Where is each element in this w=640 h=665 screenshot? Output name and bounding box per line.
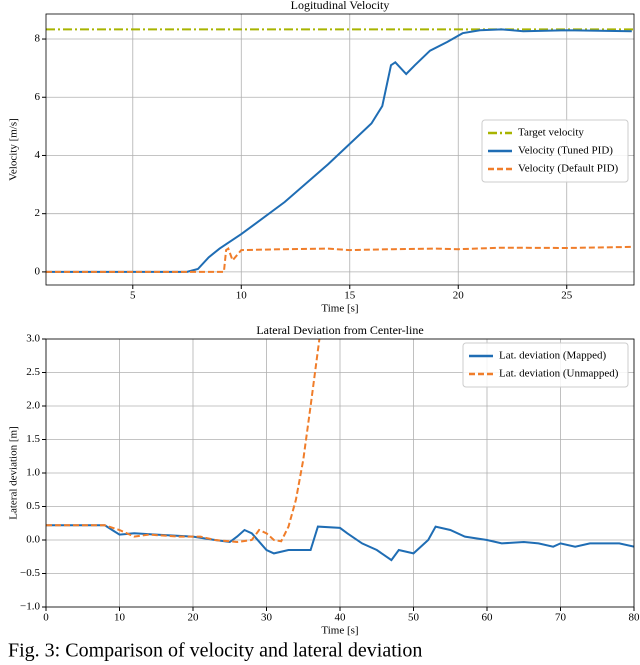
x-tick-label: 5 [130, 290, 136, 302]
y-tick-label: 0.5 [26, 500, 40, 512]
chart-title: Logitudinal Velocity [291, 0, 390, 12]
y-tick-label: 4 [35, 149, 41, 161]
x-axis-label: Time [s] [321, 303, 358, 315]
series-line [46, 339, 321, 544]
series-line [46, 28, 632, 273]
y-tick-label: 6 [35, 91, 41, 103]
legend-label: Target velocity [518, 127, 584, 139]
series-line [46, 245, 632, 273]
legend-box [481, 119, 629, 183]
y-tick-label: 2 [35, 207, 41, 219]
x-tick-label: 80 [629, 612, 640, 624]
legend-box [462, 342, 629, 388]
x-tick-label: 25 [561, 290, 573, 302]
x-tick-label: 40 [335, 612, 347, 624]
y-tick-label: 0.0 [26, 534, 40, 546]
chart-title: Lateral Deviation from Center-line [256, 323, 423, 337]
y-tick-label: 2.5 [26, 366, 40, 378]
caption: Fig. 3: Comparison of velocity and later… [8, 640, 422, 662]
series-line [46, 524, 634, 562]
legend-label: Lat. deviation (Unmapped) [499, 368, 619, 380]
y-tick-label: 8 [35, 33, 41, 45]
plot-frame [45, 13, 635, 286]
x-tick-label: 70 [555, 612, 567, 624]
x-tick-label: 20 [453, 290, 465, 302]
plot-frame [45, 338, 635, 608]
x-tick-label: 0 [43, 612, 49, 624]
x-tick-label: 10 [236, 290, 248, 302]
y-tick-label: 2.0 [26, 400, 40, 412]
legend-label: Velocity (Default PID) [518, 163, 619, 175]
y-tick-label: 1.0 [26, 467, 40, 479]
y-tick-label: 1.5 [26, 433, 40, 445]
x-axis-label: Time [s] [321, 625, 358, 637]
legend-label: Velocity (Tuned PID) [518, 145, 613, 157]
x-tick-label: 30 [261, 612, 273, 624]
x-tick-label: 15 [344, 290, 356, 302]
y-tick-label: −0.5 [20, 567, 40, 579]
y-axis-label: Lateral deviation [m] [8, 426, 20, 519]
legend-label: Lat. deviation (Mapped) [499, 350, 607, 362]
x-tick-label: 10 [114, 612, 126, 624]
y-tick-label: 3.0 [26, 333, 40, 345]
y-tick-label: 0 [35, 265, 41, 277]
y-tick-label: −1.0 [20, 601, 40, 613]
y-axis-label: Velocity [m/s] [8, 118, 20, 181]
x-tick-label: 20 [188, 612, 200, 624]
x-tick-label: 50 [408, 612, 420, 624]
x-tick-label: 60 [482, 612, 494, 624]
